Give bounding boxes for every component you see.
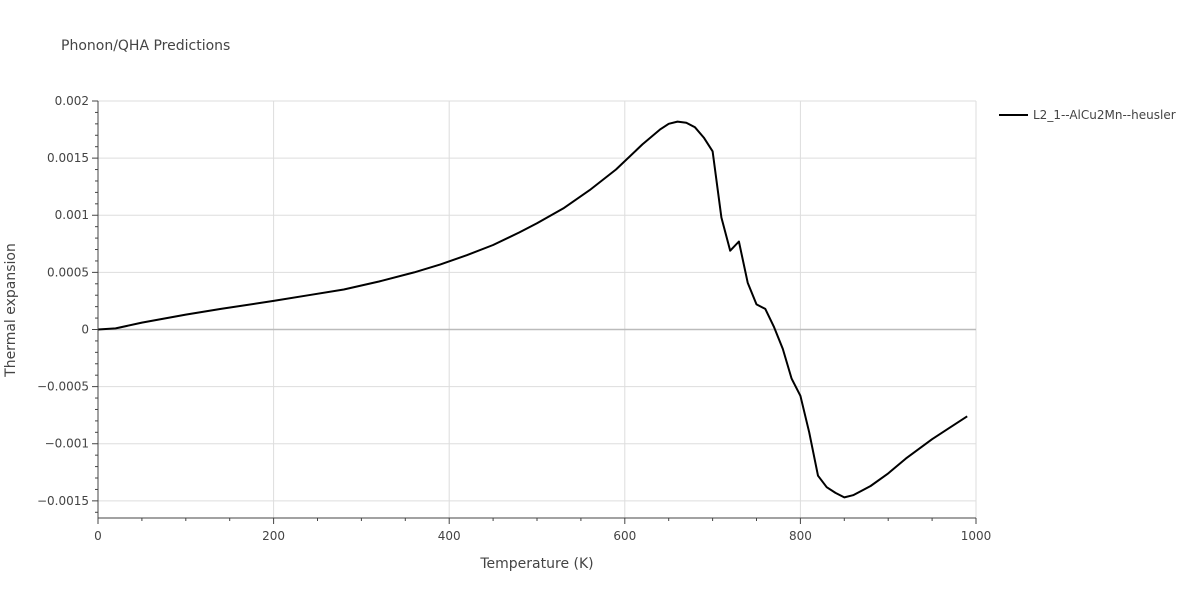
x-tick-label: 800 — [789, 529, 812, 543]
legend-label: L2_1--AlCu2Mn--heusler — [1033, 108, 1176, 122]
x-tick-label: 600 — [613, 529, 636, 543]
y-tick-label: 0 — [81, 322, 89, 336]
x-axis-label: Temperature (K) — [479, 556, 593, 572]
y-tick-label: 0.0015 — [47, 151, 89, 165]
y-axis-ticks: −0.0015 −0.001 −0.0005 0 0.0005 0.001 0.0015 0.… — [37, 94, 98, 513]
x-axis-ticks: 0 200 400 600 800 1000 — [94, 518, 991, 543]
grid — [98, 100, 977, 518]
chart-title: Phonon/QHA Predictions — [61, 38, 230, 54]
series-line[interactable] — [97, 120, 968, 499]
y-tick-label: 0.002 — [55, 94, 89, 108]
y-tick-label: −0.001 — [45, 437, 89, 451]
x-tick-label: 400 — [438, 529, 461, 543]
x-tick-label: 200 — [262, 529, 285, 543]
axes — [97, 101, 976, 519]
y-tick-label: 0.0005 — [47, 265, 89, 279]
y-axis-label: Thermal expansion — [3, 243, 19, 378]
legend[interactable]: L2_1--AlCu2Mn--heusler — [999, 108, 1176, 122]
y-tick-label: 0.001 — [55, 208, 89, 222]
y-tick-label: −0.0015 — [37, 494, 89, 508]
x-tick-label: 1000 — [961, 529, 992, 543]
plot-area[interactable] — [97, 120, 968, 499]
x-tick-label: 0 — [94, 529, 102, 543]
y-tick-label: −0.0005 — [37, 380, 89, 394]
